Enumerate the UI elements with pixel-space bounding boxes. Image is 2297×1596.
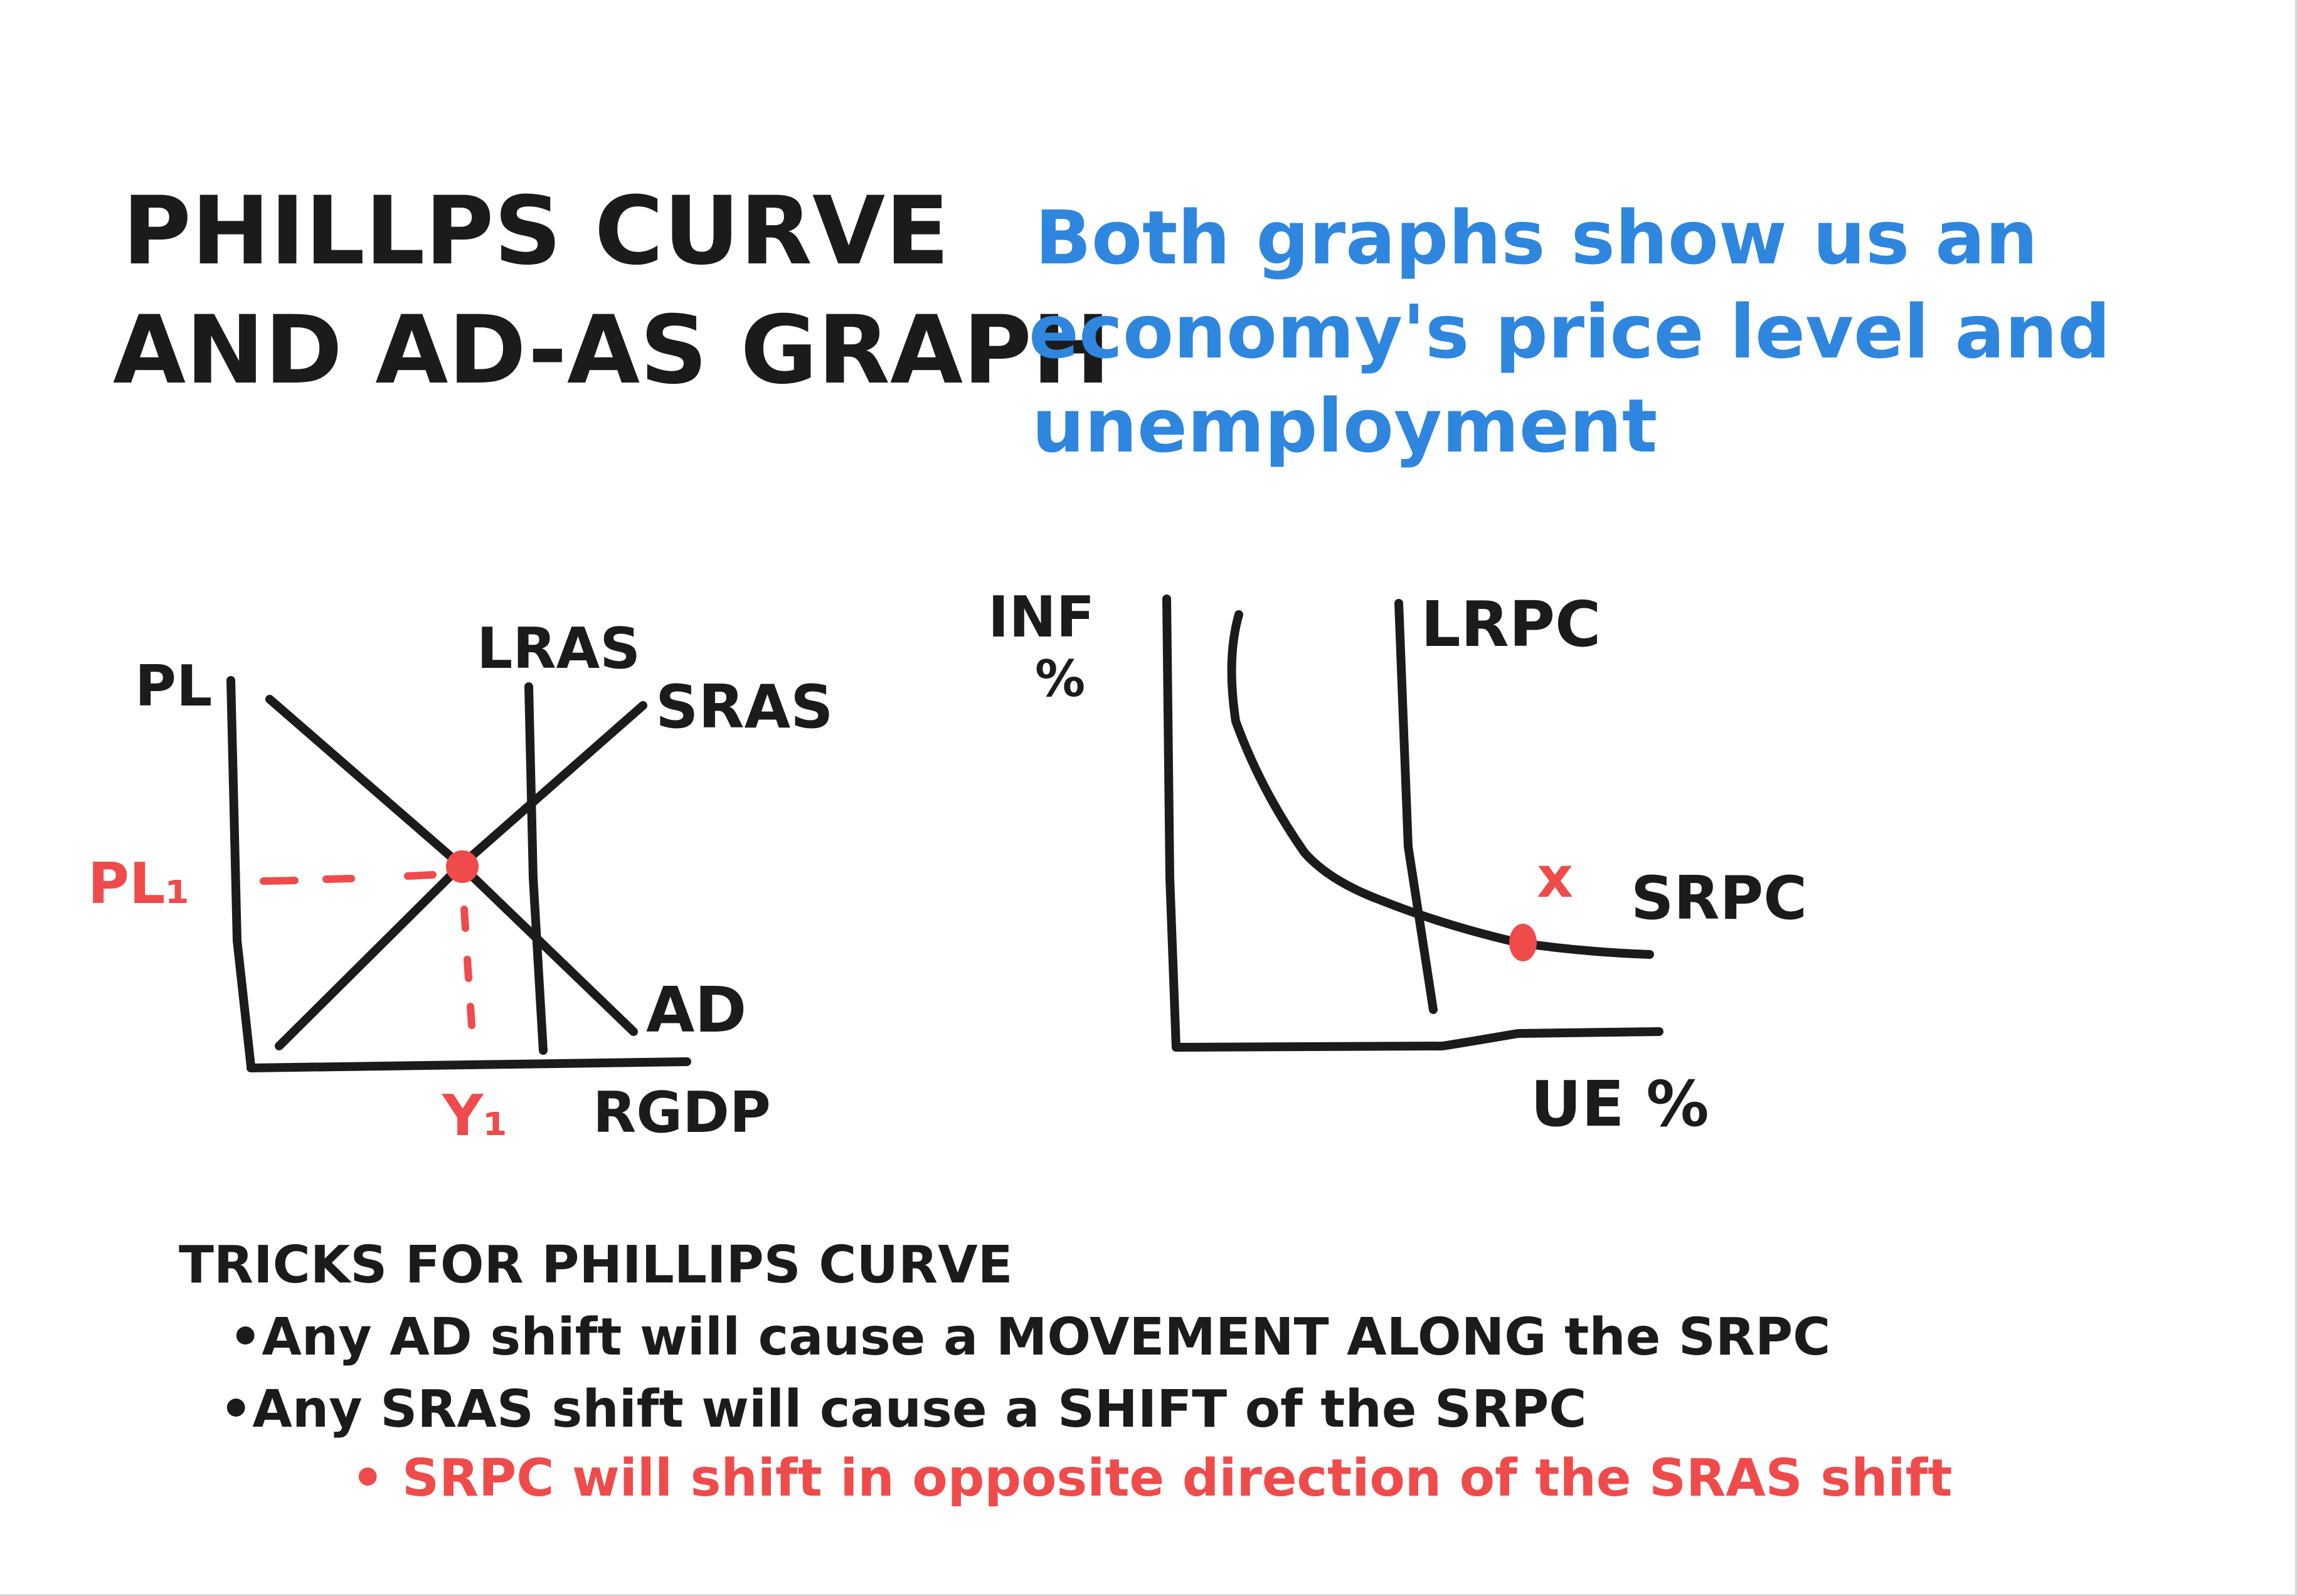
adas-graph: PL LRAS SRAS AD RGDP PL₁ Y₁ bbox=[88, 616, 834, 1149]
tricks-section: TRICKS FOR PHILLIPS CURVE •Any AD shift … bbox=[179, 1235, 1952, 1508]
title-line-2: AND AD-AS GRAPH bbox=[113, 296, 1111, 405]
tricks-bullet-2: •Any SRAS shift will cause a SHIFT of th… bbox=[220, 1380, 1587, 1439]
y1-label: Y₁ bbox=[442, 1083, 508, 1149]
srpc-label: SRPC bbox=[1631, 864, 1807, 933]
adas-y-axis-label: PL bbox=[135, 653, 212, 719]
phillips-y-axis-label-line-2: % bbox=[1035, 650, 1085, 708]
phillips-y-axis-label-line-1: INF bbox=[988, 584, 1095, 650]
lras-line bbox=[524, 682, 548, 1055]
sras-label: SRAS bbox=[655, 673, 834, 742]
phillips-x-axis bbox=[1172, 1027, 1663, 1052]
tricks-sub-bullet: • SRPC will shift in opposite direction … bbox=[351, 1449, 1952, 1508]
tricks-bullet-1: •Any AD shift will cause a MOVEMENT ALON… bbox=[229, 1308, 1830, 1367]
phillips-y-axis bbox=[1162, 595, 1180, 1052]
srpc-point-dot bbox=[1509, 924, 1537, 961]
adas-y-axis bbox=[226, 676, 255, 1070]
adas-equilibrium-dot bbox=[446, 850, 479, 883]
lrpc-line bbox=[1394, 599, 1438, 1014]
phillips-x-axis-label: UE % bbox=[1530, 1067, 1709, 1141]
ad-label: AD bbox=[646, 973, 746, 1047]
adas-x-axis bbox=[247, 1057, 691, 1072]
pl1-label: PL₁ bbox=[88, 851, 190, 917]
note-line-3: unemployment bbox=[1032, 383, 1657, 469]
adas-x-axis-label: RGDP bbox=[593, 1080, 771, 1146]
phillips-graph: INF % LRPC SRPC x UE % bbox=[988, 584, 1807, 1141]
lrpc-label: LRPC bbox=[1421, 588, 1601, 661]
tricks-heading: TRICKS FOR PHILLIPS CURVE bbox=[179, 1235, 1013, 1295]
srpc-curve bbox=[1227, 610, 1654, 959]
y1-dashed-guide bbox=[460, 906, 475, 1029]
title-line-1: PHILLPS CURVE bbox=[122, 177, 950, 286]
note-line-1: Both graphs show us an bbox=[1035, 194, 2038, 281]
pl1-dashed-guide bbox=[260, 871, 437, 885]
srpc-x-marker: x bbox=[1537, 845, 1573, 911]
lras-label: LRAS bbox=[477, 616, 640, 682]
note-line-2: economy's price level and bbox=[1029, 288, 2111, 375]
